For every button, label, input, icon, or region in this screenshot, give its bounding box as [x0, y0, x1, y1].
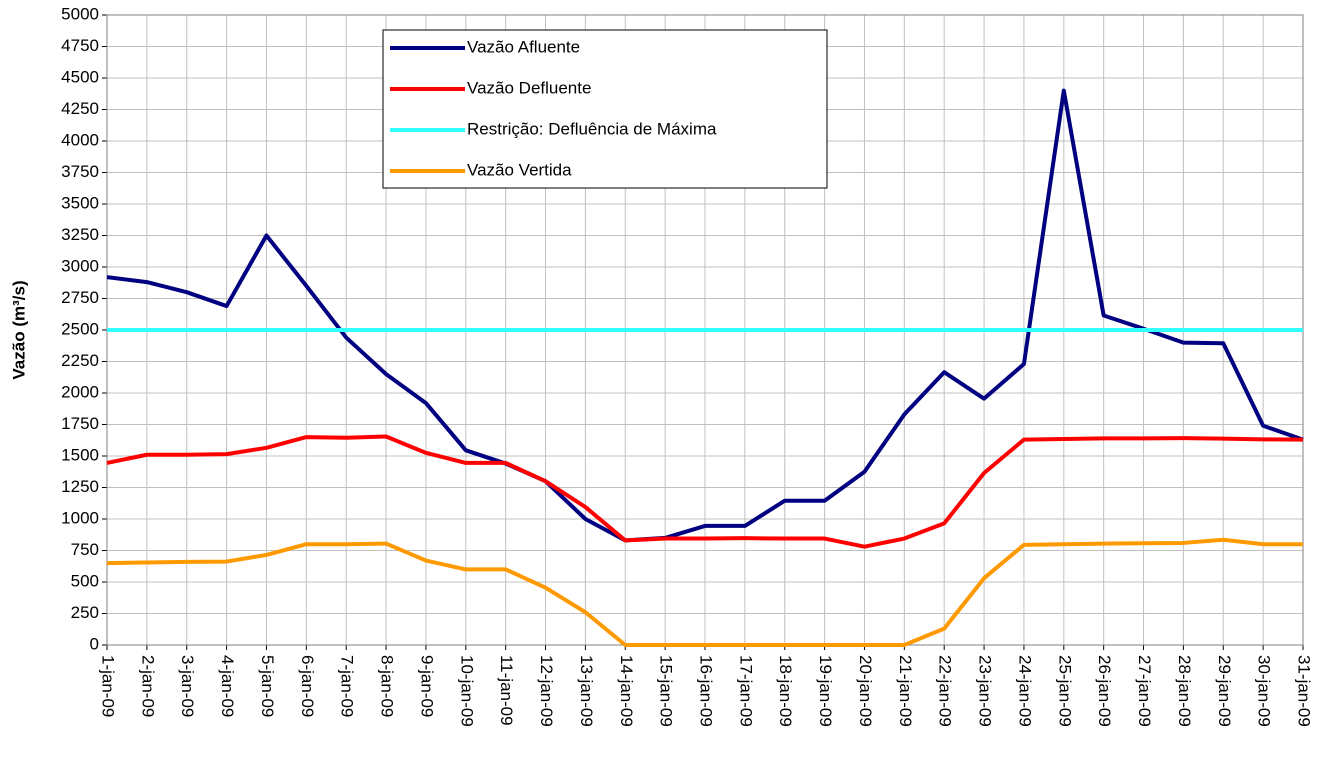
y-tick-label: 2000 [61, 382, 99, 401]
y-tick-label: 4250 [61, 99, 99, 118]
x-tick-label: 25-jan-09 [1055, 655, 1074, 727]
x-tick-label: 7-jan-09 [338, 655, 357, 717]
x-tick-label: 4-jan-09 [218, 655, 237, 717]
y-tick-label: 5000 [61, 4, 99, 23]
x-tick-label: 5-jan-09 [258, 655, 277, 717]
y-tick-label: 3000 [61, 256, 99, 275]
x-tick-label: 18-jan-09 [776, 655, 795, 727]
series-line [106, 88, 1304, 543]
x-tick-label: 26-jan-09 [1095, 655, 1114, 727]
y-tick-label: 1250 [61, 477, 99, 496]
y-tick-label: 2250 [61, 351, 99, 370]
y-tick-label: 2750 [61, 288, 99, 307]
legend-label: Vazão Afluente [467, 37, 580, 56]
x-tick-label: 12-jan-09 [537, 655, 556, 727]
y-tick-label: 4500 [61, 67, 99, 86]
y-tick-label: 1000 [61, 508, 99, 527]
y-tick-label: 4000 [61, 130, 99, 149]
y-tick-label: 500 [71, 571, 99, 590]
x-tick-label: 21-jan-09 [896, 655, 915, 727]
x-tick-label: 30-jan-09 [1255, 655, 1274, 727]
y-tick-label: 750 [71, 540, 99, 559]
x-tick-label: 1-jan-09 [99, 655, 118, 717]
y-tick-label: 250 [71, 603, 99, 622]
legend-label: Restrição: Defluência de Máxima [467, 119, 717, 138]
series-line [106, 537, 1303, 647]
x-tick-label: 22-jan-09 [936, 655, 955, 727]
y-tick-label: 3250 [61, 225, 99, 244]
y-tick-label: 2500 [61, 319, 99, 338]
y-tick-label: 0 [90, 634, 99, 653]
x-tick-label: 8-jan-09 [378, 655, 397, 717]
x-tick-label: 27-jan-09 [1135, 655, 1154, 727]
x-tick-label: 2-jan-09 [138, 655, 157, 717]
x-tick-label: 28-jan-09 [1175, 655, 1194, 727]
legend-label: Vazão Vertida [467, 160, 572, 179]
x-tick-label: 9-jan-09 [417, 655, 436, 717]
x-tick-label: 19-jan-09 [816, 655, 835, 727]
x-tick-label: 17-jan-09 [736, 655, 755, 727]
x-tick-label: 29-jan-09 [1215, 655, 1234, 727]
x-tick-label: 15-jan-09 [657, 655, 676, 727]
y-tick-label: 4750 [61, 36, 99, 55]
x-tick-label: 3-jan-09 [178, 655, 197, 717]
x-tick-label: 6-jan-09 [298, 655, 317, 717]
x-tick-label: 10-jan-09 [457, 655, 476, 727]
x-tick-label: 13-jan-09 [577, 655, 596, 727]
x-tick-label: 24-jan-09 [1015, 655, 1034, 727]
series-line [106, 434, 1304, 549]
legend-box [382, 29, 828, 189]
y-axis-label: Vazão (m³/s) [9, 280, 28, 379]
y-tick-label: 3750 [61, 162, 99, 181]
legend-label: Vazão Defluente [467, 78, 591, 97]
x-tick-label: 14-jan-09 [617, 655, 636, 727]
y-tick-label: 1500 [61, 445, 99, 464]
y-tick-label: 3500 [61, 193, 99, 212]
x-tick-label: 23-jan-09 [976, 655, 995, 727]
y-tick-label: 1750 [61, 414, 99, 433]
x-tick-label: 20-jan-09 [856, 655, 875, 727]
x-tick-label: 11-jan-09 [497, 655, 516, 726]
x-tick-label: 31-jan-09 [1295, 655, 1314, 727]
x-tick-label: 16-jan-09 [697, 655, 716, 727]
